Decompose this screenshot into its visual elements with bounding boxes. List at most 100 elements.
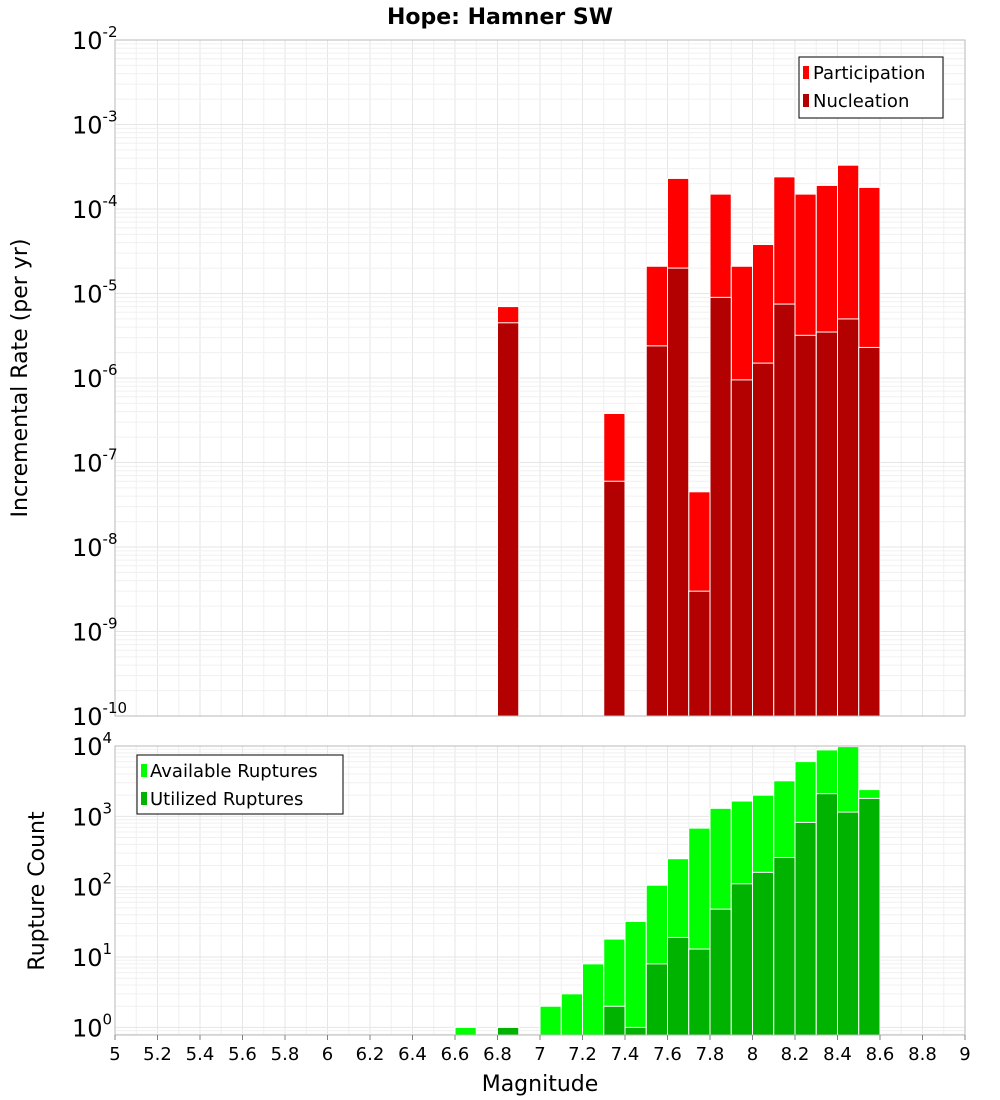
y-tick-exponent: -2 [103, 23, 118, 41]
y-tick-exponent: 4 [103, 729, 113, 747]
bottom-bar-s2 [794, 821, 817, 1036]
bottom-bar-s2 [730, 883, 753, 1036]
y-tick-base: 10 [72, 803, 103, 831]
bottom-legend-box [136, 754, 344, 815]
top-bar-s2 [752, 362, 775, 717]
bottom-bar-s2 [752, 871, 775, 1036]
top-bar-s2 [688, 590, 711, 717]
y-tick-label: 10-4 [72, 192, 118, 224]
x-tick-label: 8.8 [908, 1044, 937, 1065]
y-tick-exponent: -9 [103, 615, 118, 633]
bottom-bar-s1 [624, 921, 647, 1036]
legend-label-participation: Participation [813, 63, 925, 84]
x-tick-label: 6.4 [398, 1044, 427, 1065]
top-bar-s2 [815, 331, 838, 717]
top-bar-s2 [730, 379, 753, 717]
top-bar-s2 [858, 346, 881, 717]
x-axis-label: Magnitude [482, 1072, 599, 1097]
x-tick-label: 7.8 [696, 1044, 725, 1065]
bottom-bar-s2 [773, 857, 796, 1036]
bottom-bar-s1 [560, 993, 583, 1036]
y-tick-base: 10 [72, 944, 103, 972]
bottom-bar-s2 [603, 1005, 626, 1036]
x-tick-label: 7.2 [568, 1044, 597, 1065]
y-tick-label: 100 [72, 1010, 112, 1042]
x-tick-label: 5.8 [271, 1044, 300, 1065]
bottom-legend: Available Ruptures Utilized Ruptures [136, 754, 344, 815]
y-tick-base: 10 [72, 365, 103, 393]
x-tick-label: 8.6 [866, 1044, 895, 1065]
top-bar-s2 [603, 480, 626, 717]
bottom-bar-s2 [858, 797, 881, 1036]
y-tick-label: 102 [72, 870, 112, 902]
x-tick-label: 5.2 [143, 1044, 172, 1065]
x-tick-label: 8.4 [823, 1044, 852, 1065]
bottom-panel-bars [454, 746, 881, 1036]
bottom-bar-s2 [815, 793, 838, 1036]
x-tick-label: 8 [747, 1044, 758, 1065]
x-tick-label: 9 [959, 1044, 970, 1065]
y-tick-label: 10-3 [72, 108, 118, 140]
bottom-y-axis-label: Rupture Count [25, 811, 50, 971]
x-tick-label: 6 [322, 1044, 333, 1065]
y-tick-exponent: 2 [103, 870, 113, 888]
x-tick-label: 7.6 [653, 1044, 682, 1065]
y-tick-base: 10 [72, 281, 103, 309]
bottom-bar-s2 [688, 948, 711, 1036]
y-tick-base: 10 [72, 112, 103, 140]
y-tick-exponent: 3 [103, 799, 113, 817]
y-tick-exponent: -3 [103, 108, 118, 126]
top-bar-s2 [794, 334, 817, 717]
y-tick-base: 10 [72, 534, 103, 562]
y-tick-base: 10 [72, 703, 103, 731]
bottom-bar-s1 [454, 1026, 477, 1036]
top-bar-s2 [837, 318, 860, 717]
top-panel-frame [114, 39, 966, 717]
top-panel-grid [114, 39, 966, 717]
y-tick-label: 103 [72, 799, 112, 831]
top-legend-box [798, 56, 944, 119]
x-tick-label: 6.6 [441, 1044, 470, 1065]
legend-swatch-nucleation [803, 94, 809, 107]
top-bar-s2 [709, 296, 732, 717]
legend-label-utilized: Utilized Ruptures [150, 789, 303, 810]
legend-label-nucleation: Nucleation [813, 91, 909, 112]
x-tick-label: 8.2 [781, 1044, 810, 1065]
y-tick-exponent: -5 [103, 277, 118, 295]
y-tick-exponent: -8 [103, 530, 118, 548]
x-tick-label: 5.6 [228, 1044, 257, 1065]
y-tick-label: 104 [72, 729, 112, 761]
y-tick-exponent: -6 [103, 361, 118, 379]
bottom-bar-s2 [837, 811, 860, 1036]
bottom-bar-s2 [645, 963, 668, 1036]
top-bar-s2 [667, 267, 690, 717]
y-tick-base: 10 [72, 196, 103, 224]
x-tick-label: 6.8 [483, 1044, 512, 1065]
bottom-bar-s1 [582, 963, 605, 1036]
y-tick-label: 10-7 [72, 446, 118, 478]
y-tick-label: 10-9 [72, 615, 118, 647]
y-tick-label: 10-10 [72, 699, 127, 731]
x-tick-label: 5.4 [186, 1044, 215, 1065]
top-y-axis-label: Incremental Rate (per yr) [8, 239, 33, 518]
bottom-bar-s2 [709, 908, 732, 1036]
y-tick-base: 10 [72, 733, 103, 761]
top-bar-s2 [497, 322, 520, 717]
top-panel-bars [497, 164, 881, 717]
legend-swatch-participation [803, 66, 809, 79]
bottom-bar-s2 [624, 1026, 647, 1036]
legend-label-available: Available Ruptures [150, 761, 318, 782]
x-tick-label: 7 [534, 1044, 545, 1065]
x-tick-label: 6.2 [356, 1044, 385, 1065]
y-tick-exponent: -7 [103, 446, 118, 464]
x-axis-ticks: 5 5.2 5.4 5.6 5.8 6 6.2 6.4 6.6 6.8 7 7.2 7.4 7.6 7.8 8… [109, 1035, 971, 1065]
y-tick-exponent: 1 [103, 940, 113, 958]
legend-swatch-available [141, 764, 147, 777]
y-tick-base: 10 [72, 1014, 103, 1042]
y-tick-label: 10-2 [72, 23, 118, 55]
bottom-bar-s1 [539, 1005, 562, 1036]
y-tick-base: 10 [72, 874, 103, 902]
